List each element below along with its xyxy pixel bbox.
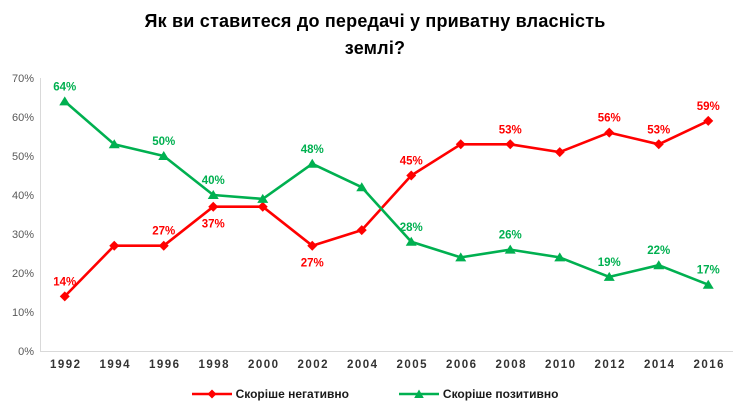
x-tick-label: 2005 bbox=[396, 359, 428, 371]
x-tick-label: 2010 bbox=[545, 359, 577, 371]
chart-title-line-1: Як ви ставитеся до передачі у приватну в… bbox=[144, 11, 606, 31]
data-point-label: 22% bbox=[647, 245, 670, 257]
data-point-label: 26% bbox=[499, 230, 522, 242]
data-point-label: 27% bbox=[152, 226, 175, 238]
series-1-line bbox=[63, 100, 710, 287]
y-tick-label: 70% bbox=[12, 73, 34, 85]
y-tick-label: 50% bbox=[12, 151, 34, 163]
data-point-label: 14% bbox=[53, 276, 76, 288]
data-point-label: 27% bbox=[301, 258, 324, 270]
data-point-label: 50% bbox=[152, 136, 175, 148]
data-point-label: 59% bbox=[697, 101, 720, 113]
data-point-label: 28% bbox=[400, 222, 423, 234]
x-tick-label: 2006 bbox=[446, 359, 478, 371]
data-point-label: 48% bbox=[301, 144, 324, 156]
y-tick-label: 60% bbox=[12, 112, 34, 124]
x-tick-label: 2016 bbox=[693, 359, 725, 371]
chart-title-line-2: землі? bbox=[344, 38, 406, 58]
series-0-line bbox=[63, 119, 710, 298]
x-tick-label: 2012 bbox=[594, 359, 626, 371]
x-tick-label: 2004 bbox=[347, 359, 379, 371]
y-tick-label: 20% bbox=[12, 268, 34, 280]
x-tick-label: 2002 bbox=[297, 359, 329, 371]
x-tick-label: 2000 bbox=[248, 359, 280, 371]
chart-legend: Скоріше негативно Скоріше позитивно bbox=[0, 387, 750, 401]
data-point-label: 53% bbox=[647, 124, 670, 136]
legend-item-negative: Скоріше негативно bbox=[191, 387, 349, 401]
data-point-label: 56% bbox=[598, 113, 621, 125]
red-line-diamond-icon bbox=[191, 389, 232, 399]
data-point-label: 45% bbox=[400, 156, 423, 168]
data-point-label: 17% bbox=[697, 265, 720, 277]
x-tick-label: 1998 bbox=[198, 359, 230, 371]
y-tick-label: 0% bbox=[18, 346, 34, 358]
x-tick-label: 1994 bbox=[99, 359, 131, 371]
y-axis-labels: 0% 10% 20% 30% 40% 50% 60% 70% bbox=[12, 73, 34, 358]
x-tick-label: 1996 bbox=[149, 359, 181, 371]
chart-title: Як ви ставитеся до передачі у приватну в… bbox=[0, 8, 750, 62]
green-line-triangle-icon bbox=[398, 389, 439, 398]
legend-label-negative: Скоріше негативно bbox=[235, 387, 349, 401]
x-axis-labels: 1992 1994 1996 1998 2000 2002 2004 2005 2006 2008… bbox=[50, 359, 725, 371]
x-tick-label: 1992 bbox=[50, 359, 82, 371]
legend-label-positive: Скоріше позитивно bbox=[442, 387, 559, 401]
x-tick-label: 2008 bbox=[495, 359, 527, 371]
data-point-label: 40% bbox=[202, 175, 225, 187]
data-point-label: 19% bbox=[598, 257, 621, 269]
legend-item-positive: Скоріше позитивно bbox=[398, 387, 559, 401]
data-point-label: 53% bbox=[499, 124, 522, 136]
data-point-label: 37% bbox=[202, 219, 225, 231]
y-tick-label: 10% bbox=[12, 307, 34, 319]
x-tick-label: 2014 bbox=[644, 359, 676, 371]
y-tick-label: 40% bbox=[12, 190, 34, 202]
data-point-label: 64% bbox=[53, 81, 76, 93]
y-tick-label: 30% bbox=[12, 229, 34, 241]
line-chart-plot: 0% 10% 20% 30% 40% 50% 60% 70% 1992 1994 1996 1998 2… bbox=[12, 73, 733, 371]
